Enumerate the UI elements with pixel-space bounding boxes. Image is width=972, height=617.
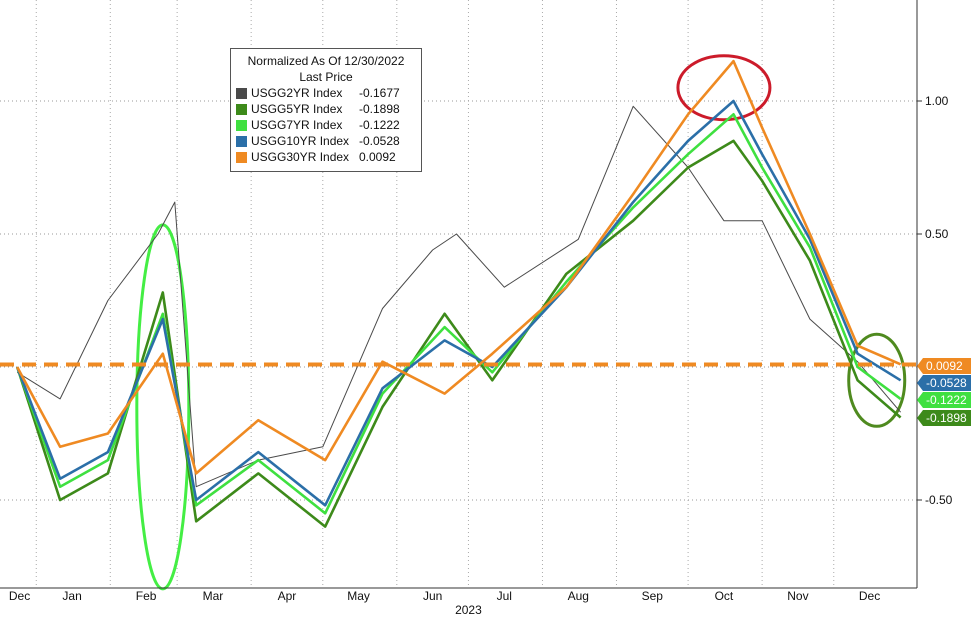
- legend-entry: USGG7YR Index -0.1222: [236, 117, 416, 133]
- legend-swatch: [236, 151, 247, 163]
- legend-series-value: -0.1222: [359, 118, 400, 132]
- x-tick-label: Sep: [642, 589, 664, 603]
- legend-swatch: [236, 119, 247, 131]
- series-lines: [15, 59, 902, 528]
- legend-series-value: -0.1898: [359, 102, 400, 116]
- x-year-label: 2023: [455, 603, 482, 617]
- last-price-tag-label: -0.0528: [926, 376, 967, 390]
- gridlines: [0, 0, 917, 588]
- legend-swatch: [236, 135, 247, 147]
- x-tick-label: May: [347, 589, 370, 603]
- legend-series-value: -0.1677: [359, 86, 400, 100]
- last-price-tag-label: -0.1222: [926, 393, 967, 407]
- x-tick-label: Dec: [859, 589, 880, 603]
- annotation-ellipse: [676, 54, 772, 122]
- legend-series-name: USGG2YR Index: [251, 86, 343, 100]
- x-tick-label: Aug: [568, 589, 589, 603]
- x-tick-label: Mar: [203, 589, 224, 603]
- legend-series-name: USGG7YR Index: [251, 118, 343, 132]
- legend-series-value: -0.0528: [359, 134, 400, 148]
- last-price-tags: 0.0092 -0.0528 -0.1222 -0.1898: [917, 358, 971, 426]
- legend-entry: USGG5YR Index -0.1898: [236, 101, 416, 117]
- legend-series-name: USGG10YR Index: [251, 134, 350, 148]
- series-line: [16, 105, 901, 488]
- x-tick-label: Jun: [423, 589, 442, 603]
- legend-series-name: USGG5YR Index: [251, 102, 343, 116]
- last-price-tag: [917, 375, 971, 391]
- legend-entries: USGG2YR Index -0.1677 USGG5YR Index -0.1898…: [236, 85, 416, 165]
- last-price-tag-label: 0.0092: [926, 359, 963, 373]
- y-tick-label: 1.00: [925, 94, 949, 108]
- legend-entry: USGG10YR Index -0.0528: [236, 133, 416, 149]
- last-price-tag-label: -0.1898: [926, 411, 967, 425]
- x-tick-label: Jul: [497, 589, 512, 603]
- x-tick-label: Feb: [136, 589, 157, 603]
- last-price-tag: [917, 358, 971, 374]
- chart-legend: Normalized As Of 12/30/2022 Last Price U…: [230, 48, 422, 172]
- x-tick-label: Oct: [715, 589, 734, 603]
- series-line: [16, 59, 902, 475]
- x-tick-label: Dec: [9, 589, 30, 603]
- legend-series-value: 0.0092: [359, 150, 396, 164]
- legend-swatch: [236, 103, 247, 115]
- series-line: [15, 99, 902, 507]
- legend-series-name: USGG30YR Index: [251, 150, 350, 164]
- x-tick-label: Jan: [62, 589, 81, 603]
- legend-swatch: [236, 87, 247, 99]
- series-line: [15, 113, 902, 515]
- annotation-ellipse: [847, 332, 907, 428]
- last-price-tag: [917, 410, 971, 426]
- y-tick-label: 0.50: [925, 227, 949, 241]
- chart-subtitle: Last Price: [299, 70, 353, 84]
- last-price-tag: [917, 392, 971, 408]
- y-tick-label: -0.50: [925, 493, 953, 507]
- x-tick-label: Apr: [278, 589, 297, 603]
- legend-entry: USGG30YR Index 0.0092: [236, 149, 416, 165]
- series-line: [15, 139, 902, 528]
- legend-entry: USGG2YR Index -0.1677: [236, 85, 416, 101]
- chart-title: Normalized As Of 12/30/2022: [247, 54, 405, 68]
- x-tick-label: Nov: [787, 589, 808, 603]
